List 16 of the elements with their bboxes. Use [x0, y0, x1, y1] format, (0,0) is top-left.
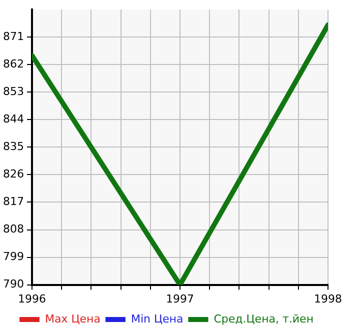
y-tick-label: 835: [2, 140, 24, 154]
y-tick-label: 853: [2, 85, 24, 98]
y-tick-label: 871: [2, 30, 24, 43]
x-tick-label: 1996: [18, 292, 46, 306]
legend-label: Сред.Цена, т.йен: [214, 312, 314, 326]
y-tick-label: 862: [2, 58, 24, 70]
y-tick-label: 808: [2, 222, 24, 236]
y-tick-label: 826: [2, 168, 24, 181]
x-tick-label: 1997: [166, 292, 194, 306]
y-tick-label: 799: [2, 250, 24, 264]
y-tick-label: 817: [2, 195, 24, 208]
x-tick-label: 1998: [314, 292, 342, 306]
legend-label: Min Цена: [130, 312, 184, 326]
y-tick-label: 790: [2, 278, 24, 291]
y-tick-label: 844: [2, 112, 24, 126]
legend-label: Max Цена: [44, 312, 100, 326]
